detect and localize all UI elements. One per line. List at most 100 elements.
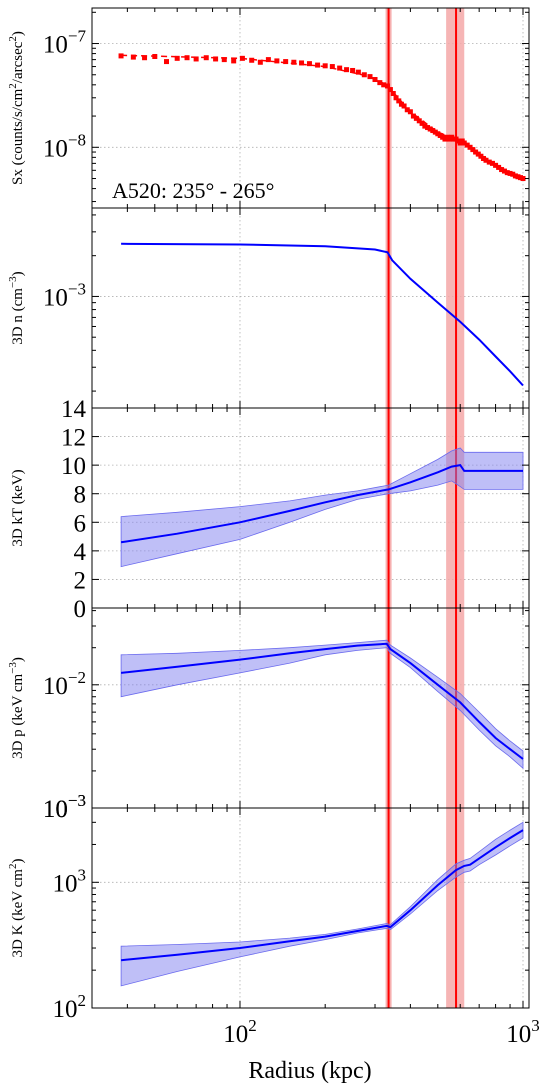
sx-data-point [422, 123, 428, 129]
sx-data-point [401, 103, 407, 109]
entropy-y-axis-label: 3D K (keV cm2) [7, 859, 26, 958]
y-tick-label: 10−3 [43, 791, 86, 823]
y-tick-label: 10−3 [43, 279, 86, 311]
sx-data-point [512, 173, 518, 179]
sx-data-point [504, 170, 510, 176]
y-tick-label: 4 [74, 539, 87, 566]
y-tick-label: 103 [53, 865, 87, 897]
sx-data-point [493, 162, 499, 168]
sx-data-point [483, 157, 489, 163]
sx-data-point [430, 128, 436, 134]
y-tick-label: 2 [74, 567, 87, 594]
temperature-y-axis-label: 3D kT (keV) [10, 469, 26, 546]
sx-data-point [393, 95, 399, 101]
sx-data-point [501, 168, 507, 174]
sx-data-point [520, 176, 526, 182]
y-tick-label: 10−3 [43, 791, 86, 823]
sx-data-point [231, 58, 237, 64]
sx-data-point [257, 59, 263, 65]
sx-data-point [470, 147, 476, 153]
sx-data-point [367, 74, 373, 80]
y-tick-label: 10−2 [43, 668, 86, 700]
sx-data-point [265, 57, 271, 63]
sx-data-point [419, 120, 425, 126]
sx-data-point [413, 115, 419, 121]
sx-data-point [164, 59, 170, 65]
sx-data-point [480, 155, 486, 161]
sx-data-point [398, 101, 404, 107]
sx-data-point [350, 67, 356, 73]
sx-data-point [372, 77, 378, 83]
sx-data-point [475, 151, 481, 157]
sx-data-point [344, 67, 350, 73]
sx-data-point [377, 80, 383, 86]
sx-data-point [152, 53, 158, 59]
sx-y-axis-label: Sx (counts/s/cm2/arcsec2) [7, 31, 26, 185]
y-tick-label: 6 [74, 510, 87, 537]
sx-data-point [410, 113, 416, 119]
x-axis-label: Radius (kpc) [248, 1058, 371, 1084]
y-tick-label: 14 [61, 396, 87, 423]
sx-data-point [355, 69, 361, 75]
sx-data-point [315, 62, 321, 68]
data-series [118, 53, 526, 987]
sx-data-point [507, 170, 513, 176]
y-tick-label: 10−8 [43, 130, 86, 162]
density-y-axis-label: 3D n (cm−3) [7, 271, 26, 344]
sx-data-point [118, 53, 124, 59]
sx-data-point [274, 58, 280, 64]
sx-data-point [361, 72, 367, 78]
sx-data-point [461, 140, 467, 146]
sx-data-point [515, 174, 521, 180]
pressure-y-axis-label: 3D p (keV cm−3) [7, 657, 26, 759]
sx-data-point [299, 60, 305, 66]
y-tick-label: 10 [61, 453, 86, 480]
panel-annotation: A520: 235° - 265° [112, 178, 274, 203]
sx-data-point [193, 56, 199, 62]
sx-data-point [322, 63, 328, 69]
y-tick-label: 0 [74, 596, 87, 623]
panel-frame [91, 807, 530, 1009]
sx-data-point [499, 167, 505, 173]
entropy-error-band [120, 821, 524, 987]
sx-data-point [249, 57, 255, 63]
panel-frames [91, 7, 530, 1009]
sx-data-point [404, 107, 410, 113]
sx-data-point [427, 126, 433, 132]
axis-ticks [91, 8, 529, 1009]
sx-data-point [387, 87, 393, 93]
sx-data-point [486, 159, 492, 165]
sx-data-point [384, 83, 390, 89]
sx-data-point [239, 55, 245, 61]
sx-data-point [407, 109, 413, 115]
sx-data-point [425, 125, 431, 131]
sx-data-point [464, 142, 470, 148]
sx-data-point [381, 82, 387, 88]
sx-data-point [337, 65, 343, 71]
sx-data-point [467, 144, 473, 150]
sx-data-point [130, 54, 136, 60]
density-profile-line [121, 242, 524, 387]
sx-data-point [291, 59, 297, 65]
sx-data-point [203, 55, 209, 61]
sx-data-point [390, 90, 396, 96]
sx-data-point [213, 56, 219, 62]
y-tick-label: 12 [61, 425, 86, 452]
axis-labels: 10−7 10−8 Sx (counts/s/cm2/arcsec2) 10−3 3D … [7, 27, 540, 1048]
sx-data-point [283, 59, 289, 65]
sx-data-point [396, 98, 402, 104]
entropy-profile-line [121, 829, 524, 962]
sx-data-point [306, 61, 312, 67]
sx-data-point [221, 57, 227, 63]
sx-data-point [478, 153, 484, 159]
x-tick-label: 103 [506, 1016, 540, 1048]
sx-data-point [174, 55, 180, 61]
y-tick-label: 8 [74, 482, 87, 509]
sx-data-point [142, 55, 148, 61]
sx-data-point [329, 64, 335, 70]
sx-data-point [489, 160, 495, 166]
shock-regions [385, 8, 465, 1008]
sx-data-point [496, 164, 502, 170]
sx-data-point [473, 149, 479, 155]
